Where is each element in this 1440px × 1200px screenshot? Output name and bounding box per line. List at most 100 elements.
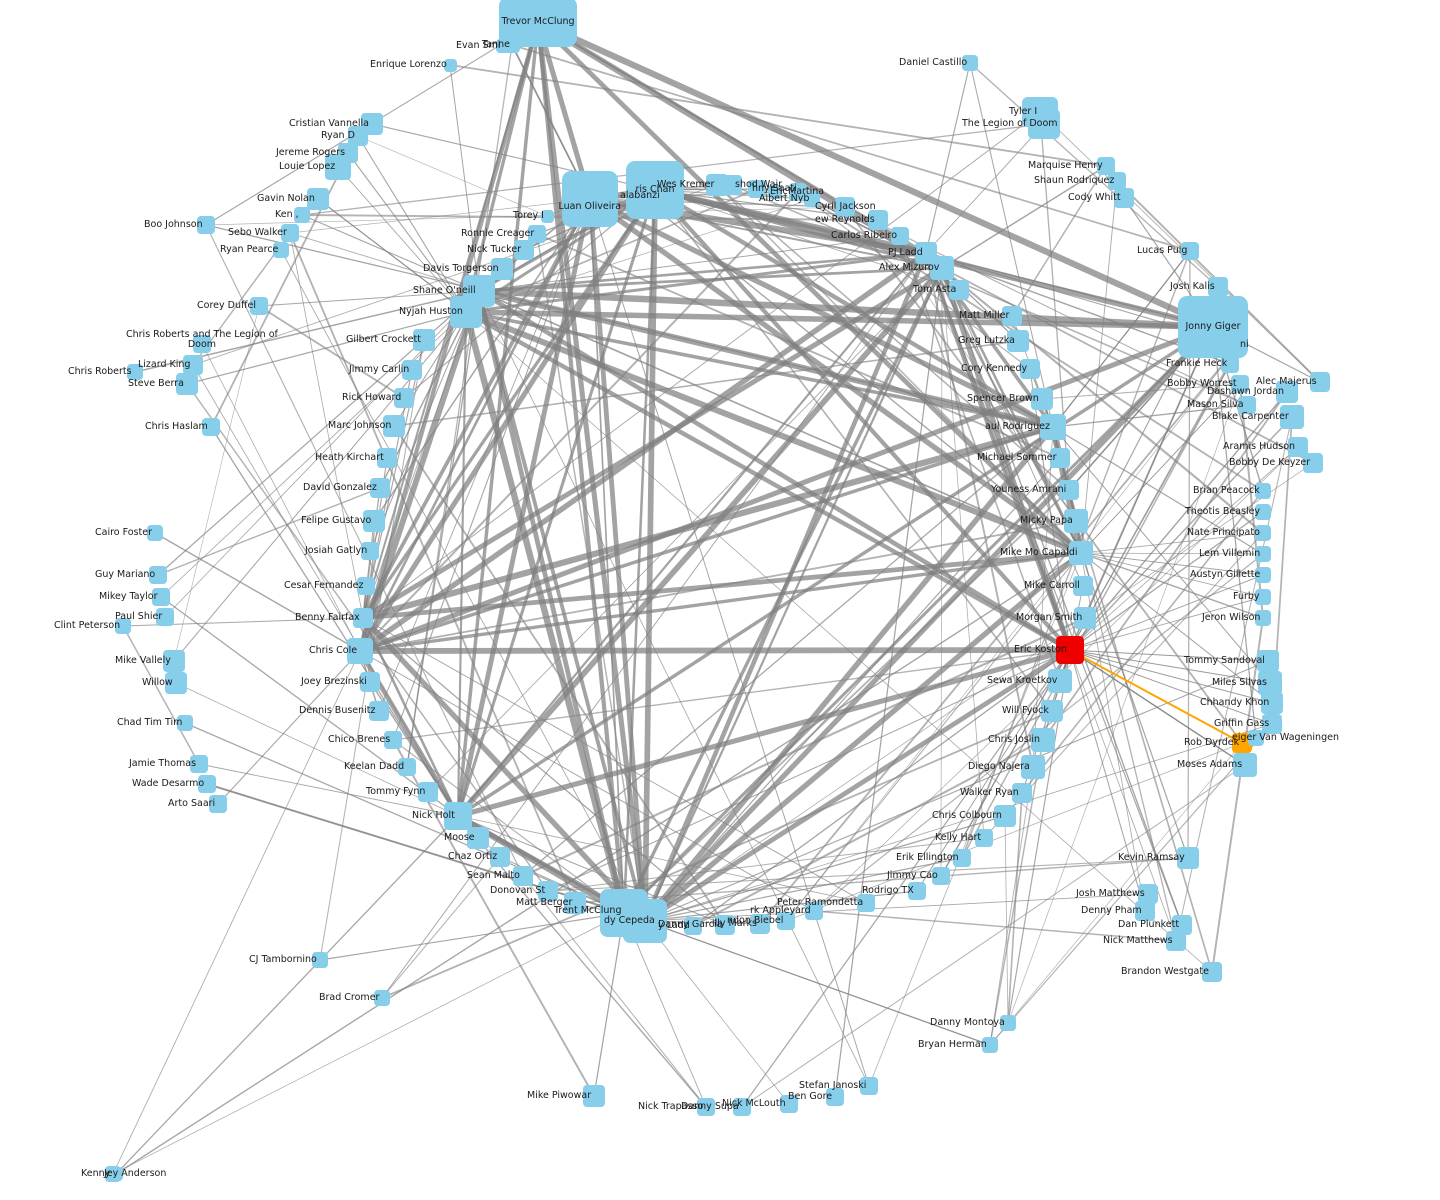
graph-node-sewa-kroetkov[interactable] — [1048, 669, 1072, 693]
graph-node-enrique-lorenzo[interactable] — [443, 58, 457, 72]
graph-node-austyn-gillette[interactable] — [1255, 567, 1271, 583]
graph-node-danny-montoya[interactable] — [1000, 1015, 1016, 1031]
graph-node-morgan-smith[interactable] — [1074, 607, 1096, 629]
graph-node-theotis-beasley[interactable] — [1255, 504, 1271, 520]
graph-node-tom-asta[interactable] — [949, 280, 969, 300]
graph-node-carlos-ribeiro[interactable] — [891, 227, 909, 245]
graph-node-nyjah-huston[interactable] — [450, 296, 482, 328]
graph-node-sebo-walker[interactable] — [281, 224, 299, 242]
graph-node-nick-mclouth[interactable] — [780, 1095, 798, 1113]
graph-node-matt-miller[interactable] — [1002, 306, 1022, 326]
graph-node-sean-malto[interactable] — [513, 866, 533, 886]
graph-node-nick-tucker[interactable] — [514, 240, 534, 260]
graph-node-kelly-hart[interactable] — [975, 829, 993, 847]
graph-node-stefan-janoski[interactable] — [860, 1077, 878, 1095]
graph-node-mike-mo-capaldi[interactable] — [1069, 541, 1093, 565]
graph-node-rodrigo-tx[interactable] — [908, 882, 926, 900]
graph-node-josh-matthews[interactable] — [1138, 884, 1158, 904]
graph-node-dashawn-jordan[interactable] — [1276, 381, 1298, 403]
graph-node-chad-tim-tim[interactable] — [177, 715, 193, 731]
graph-node-kevin-ramsay[interactable] — [1177, 847, 1199, 869]
graph-node-micky-papa[interactable] — [1064, 509, 1088, 533]
graph-node-brandon-westgate[interactable] — [1202, 962, 1222, 982]
graph-node-josh-kalis[interactable] — [1208, 277, 1228, 297]
graph-node-galabanzi[interactable] — [630, 186, 650, 206]
graph-node-matt-berger[interactable] — [564, 892, 586, 914]
graph-node-steve-berra[interactable] — [176, 373, 198, 395]
graph-node-ryan-d[interactable] — [348, 126, 368, 146]
graph-node-chris-roberts[interactable] — [127, 364, 143, 380]
graph-node-mike-vallely[interactable] — [163, 650, 185, 672]
graph-node-mikey-taylor[interactable] — [152, 588, 170, 606]
graph-node-blake-carpenter[interactable] — [1280, 405, 1304, 429]
graph-node-ken[interactable] — [294, 207, 310, 223]
graph-node-jamie-thomas[interactable] — [190, 755, 208, 773]
graph-node-cesar-fernandez[interactable] — [357, 577, 375, 595]
graph-node-erik-ellington[interactable] — [953, 849, 971, 867]
graph-node-tommy-fynn[interactable] — [418, 782, 438, 802]
graph-node-cory-kennedy[interactable] — [1020, 359, 1040, 379]
graph-node-michael-sommer[interactable] — [1050, 448, 1070, 468]
graph-node-chris-haslam[interactable] — [202, 418, 220, 436]
graph-node-walker-ryan[interactable] — [1012, 783, 1032, 803]
graph-node-ryan-pearce[interactable] — [273, 242, 289, 258]
graph-node-alec-majerus[interactable] — [1310, 372, 1330, 392]
graph-node-jimmy-carlin[interactable] — [402, 360, 422, 380]
graph-node-cody-cepeda[interactable] — [623, 899, 667, 943]
graph-node-evan-smith[interactable] — [496, 39, 510, 53]
graph-node-gilbert-crockett[interactable] — [413, 329, 435, 351]
graph-node-tommy-sandoval[interactable] — [1257, 650, 1279, 672]
graph-node-keelan-dadd[interactable] — [398, 758, 416, 776]
graph-node-mark-appleyard[interactable] — [805, 902, 823, 920]
graph-node-rick-howard[interactable] — [394, 388, 414, 408]
graph-node-mike-carroll[interactable] — [1073, 576, 1093, 596]
graph-node-donovan-st[interactable] — [538, 881, 558, 901]
graph-node-ishod-wair[interactable] — [722, 175, 742, 195]
graph-node-brandon-biebel[interactable] — [777, 912, 795, 930]
graph-node-amrani-hidden[interactable] — [1232, 338, 1246, 352]
graph-node-bobby-de-keyzer[interactable] — [1303, 453, 1323, 473]
graph-node-gavin-nolan[interactable] — [307, 188, 329, 210]
graph-node-bobby-worrest[interactable] — [1231, 375, 1249, 393]
graph-node-bryan-herman[interactable] — [982, 1037, 998, 1053]
graph-node-cyril-jackson[interactable] — [835, 197, 855, 217]
graph-node-davis-torgerson[interactable] — [491, 258, 513, 280]
graph-node-heath-kirchart[interactable] — [377, 448, 397, 468]
graph-node-ben-gore[interactable] — [826, 1088, 844, 1106]
graph-node-alex-mizurov[interactable] — [930, 256, 954, 280]
graph-node-daniel-castillo[interactable] — [962, 55, 978, 71]
graph-node-billy-marks[interactable] — [750, 914, 770, 934]
graph-node-corey-duffel[interactable] — [250, 297, 268, 315]
graph-node-anthony-saari[interactable] — [748, 180, 766, 198]
graph-node-nick-matthews[interactable] — [1166, 931, 1186, 951]
graph-node-lizard-king[interactable] — [183, 355, 203, 375]
graph-node-felipe-gustavo[interactable] — [363, 510, 385, 532]
graph-node-diego-najera[interactable] — [1021, 755, 1045, 779]
graph-node-miles-silvas[interactable] — [1258, 671, 1282, 695]
graph-node-chhandy-khon[interactable] — [1261, 692, 1283, 714]
graph-node-wade-desarmo[interactable] — [198, 775, 216, 793]
graph-node-ronnie-creager[interactable] — [528, 225, 546, 243]
graph-node-jimmy-cao[interactable] — [932, 867, 950, 885]
graph-node-andrew-reynolds[interactable] — [868, 210, 888, 230]
graph-node-jey-anderson[interactable] — [109, 1167, 123, 1181]
graph-node-cj-tambornino[interactable] — [312, 952, 328, 968]
graph-node-moses-adams[interactable] — [1233, 753, 1257, 777]
graph-node-chico-brenes[interactable] — [384, 731, 402, 749]
graph-node-david-gonzalez[interactable] — [370, 478, 390, 498]
graph-node-paul-shier[interactable] — [156, 608, 174, 626]
graph-node-nick-trapasso[interactable] — [697, 1098, 715, 1116]
graph-node-guy-mariano[interactable] — [149, 566, 167, 584]
graph-node-jeron-wilson[interactable] — [1255, 610, 1271, 626]
graph-node-danny-supa[interactable] — [733, 1098, 751, 1116]
graph-node-frankie-heck[interactable] — [1221, 355, 1239, 373]
graph-node-peter-ramondetta[interactable] — [857, 894, 875, 912]
graph-node-the-legion-of-doom[interactable] — [1028, 109, 1060, 139]
graph-node-furby[interactable] — [1255, 589, 1271, 605]
graph-node-marquise-henry[interactable] — [1097, 157, 1115, 175]
graph-node-mike-piwowar[interactable] — [583, 1085, 605, 1107]
graph-node-marc-johnson[interactable] — [383, 415, 405, 437]
graph-node-moose[interactable] — [467, 827, 489, 849]
graph-node-chris-cole[interactable] — [347, 638, 373, 664]
